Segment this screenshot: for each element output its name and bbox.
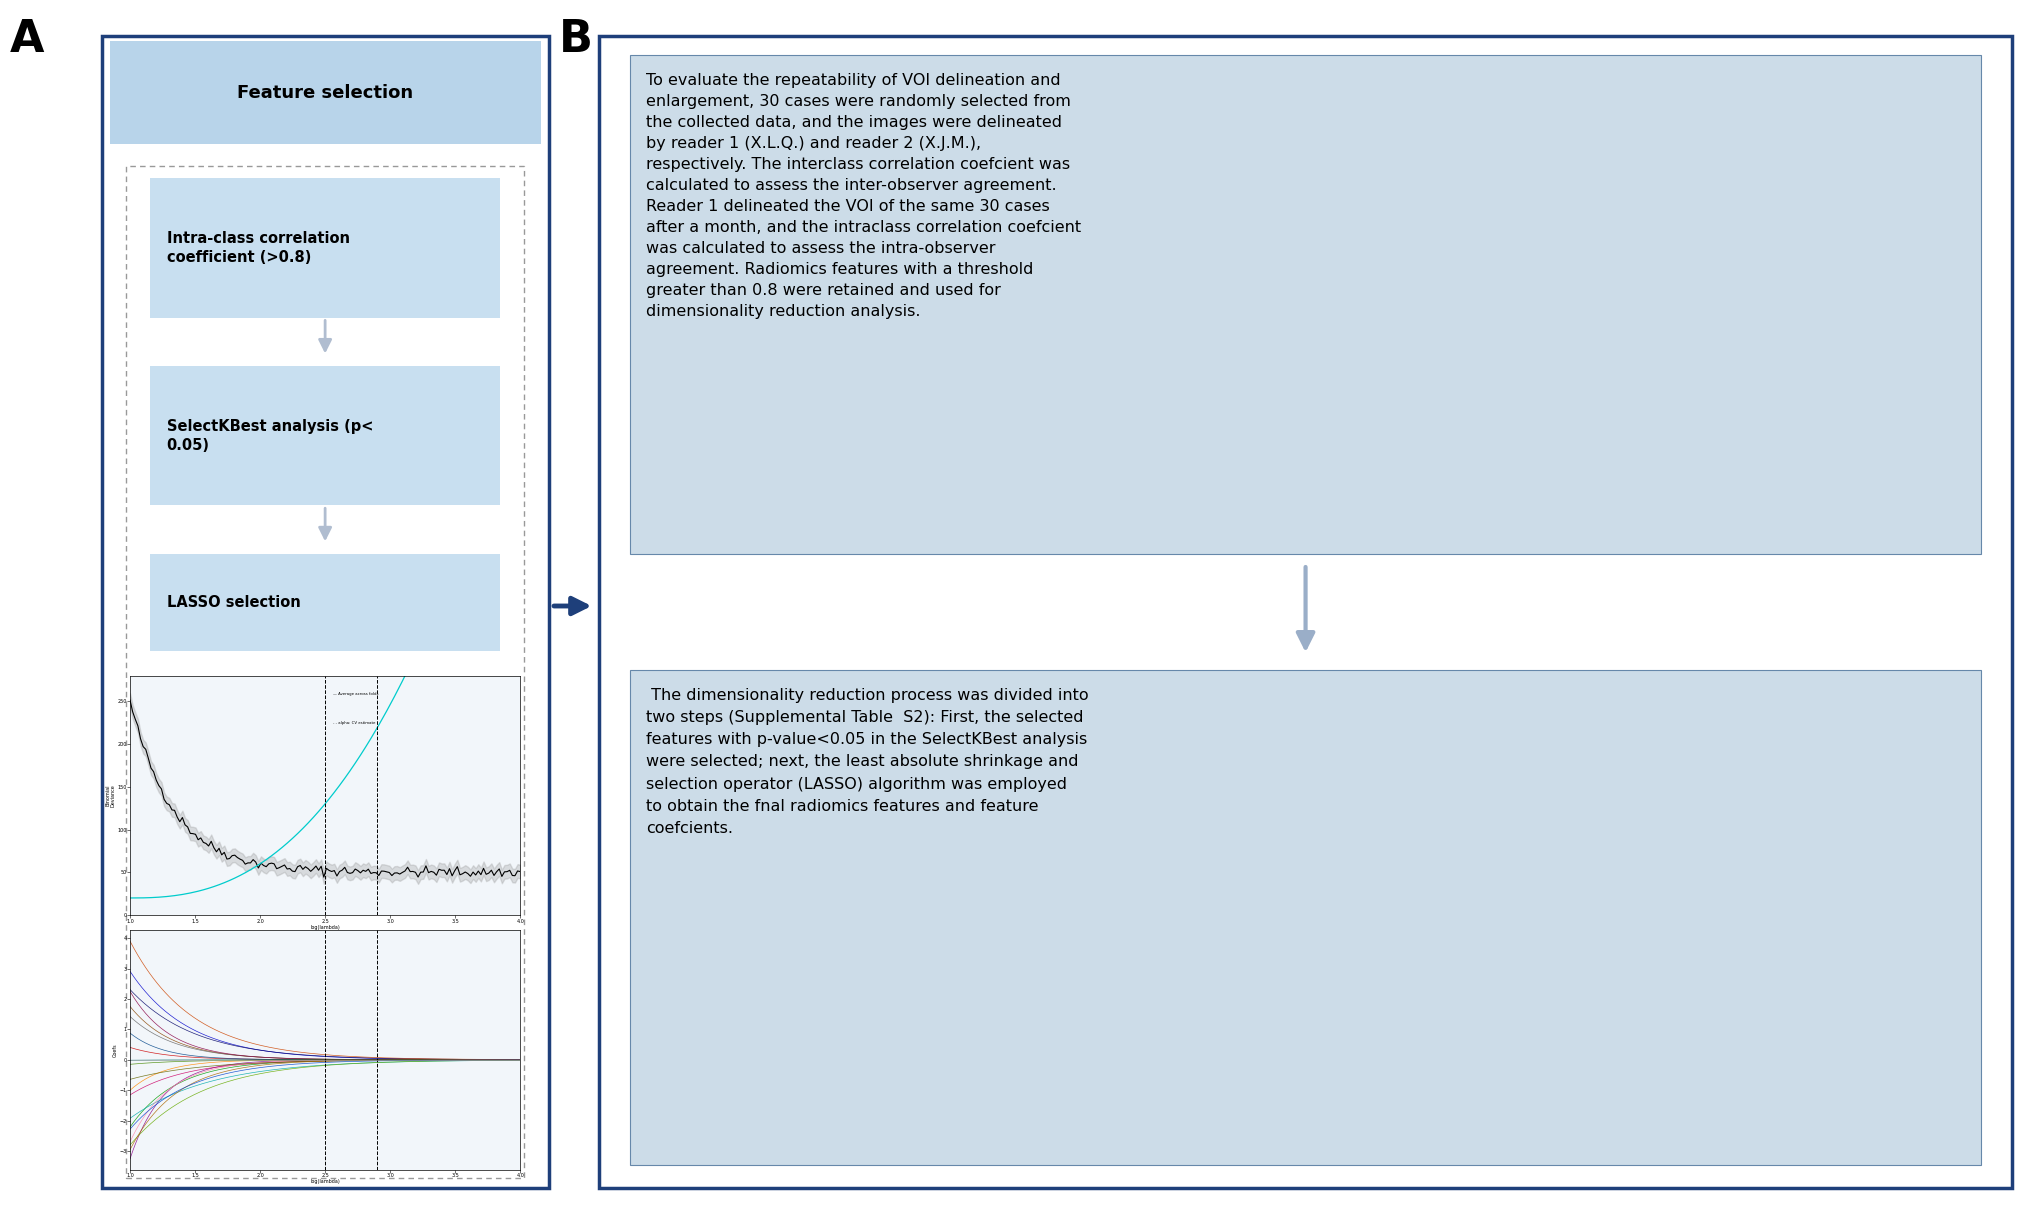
Y-axis label: Binomial
Deviance: Binomial Deviance xyxy=(106,784,116,807)
FancyBboxPatch shape xyxy=(150,178,500,318)
X-axis label: log(lambda): log(lambda) xyxy=(311,1179,339,1184)
Text: B: B xyxy=(559,18,593,61)
FancyBboxPatch shape xyxy=(150,554,500,651)
Text: LASSO selection: LASSO selection xyxy=(167,595,301,610)
Y-axis label: Coefs: Coefs xyxy=(114,1044,118,1057)
X-axis label: log(lambda): log(lambda) xyxy=(311,925,339,930)
FancyBboxPatch shape xyxy=(110,41,541,144)
Text: SelectKBest analysis (p<
0.05): SelectKBest analysis (p< 0.05) xyxy=(167,419,374,452)
FancyBboxPatch shape xyxy=(102,36,549,1188)
Text: To evaluate the repeatability of VOI delineation and
enlargement, 30 cases were : To evaluate the repeatability of VOI del… xyxy=(646,73,1081,319)
Text: Intra-class correlation
coefficient (>0.8): Intra-class correlation coefficient (>0.… xyxy=(167,231,350,264)
FancyBboxPatch shape xyxy=(150,366,500,505)
Text: — Average across folds: — Average across folds xyxy=(333,692,378,696)
Text: The dimensionality reduction process was divided into
two steps (Supplemental Ta: The dimensionality reduction process was… xyxy=(646,688,1089,836)
FancyBboxPatch shape xyxy=(630,669,1981,1165)
Text: Feature selection: Feature selection xyxy=(238,84,412,102)
FancyBboxPatch shape xyxy=(599,36,2012,1188)
FancyBboxPatch shape xyxy=(630,55,1981,555)
Text: A: A xyxy=(10,18,45,61)
Text: - - alpha: CV estimate: - - alpha: CV estimate xyxy=(333,721,376,725)
